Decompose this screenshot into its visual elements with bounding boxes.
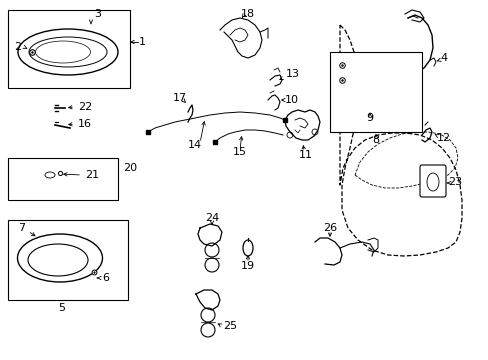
Text: 6: 6 [102,273,109,283]
Bar [8,220,128,300]
Text: 22: 22 [78,102,92,112]
Text: 15: 15 [232,147,246,157]
Text: 24: 24 [204,213,219,223]
Text: 7: 7 [19,223,25,233]
Bar [8,10,130,88]
Text: 2: 2 [15,42,21,52]
Text: 12: 12 [436,133,450,143]
Text: 9: 9 [366,113,373,123]
Text: 5: 5 [59,303,65,313]
Text: 3: 3 [94,9,102,19]
Text: 18: 18 [241,9,255,19]
Text: 10: 10 [285,95,298,105]
Text: 23: 23 [447,177,461,187]
Text: 16: 16 [78,119,92,129]
Text: 26: 26 [322,223,336,233]
Text: 1: 1 [138,37,145,47]
Text: 11: 11 [298,150,312,160]
Text: 13: 13 [285,69,299,79]
Text: 8: 8 [372,135,379,145]
Text: 25: 25 [223,321,237,331]
Text: 19: 19 [241,261,255,271]
Bar [329,52,421,132]
Text: 21: 21 [85,170,99,180]
Text: 17: 17 [173,93,187,103]
FancyBboxPatch shape [419,165,445,197]
Text: 14: 14 [187,140,202,150]
Bar [8,158,118,200]
Text: 20: 20 [122,163,137,173]
Text: 4: 4 [440,53,447,63]
